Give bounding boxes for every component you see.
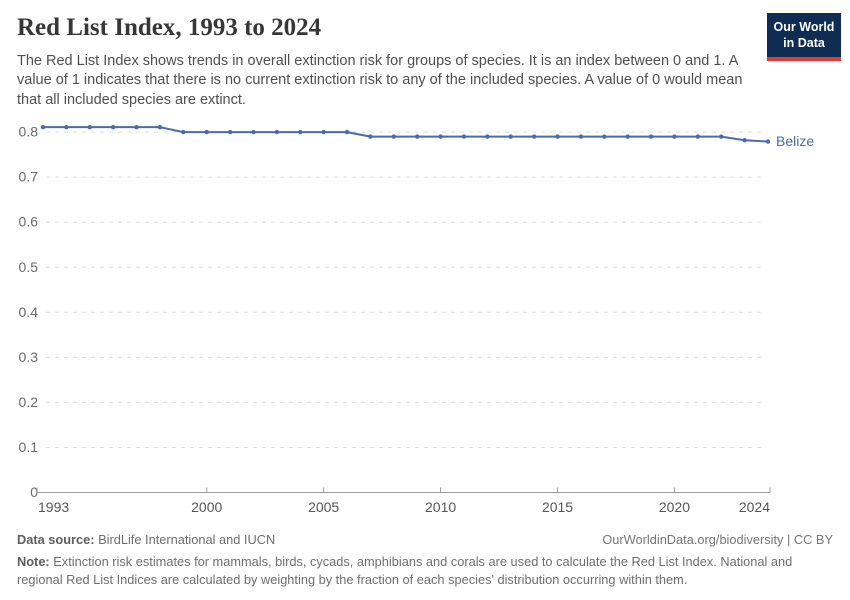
data-point — [157, 124, 163, 130]
data-point — [40, 124, 46, 130]
data-point — [719, 134, 724, 139]
data-point — [251, 129, 256, 135]
data-point — [625, 134, 630, 139]
data-point — [672, 134, 677, 139]
data-point — [555, 134, 560, 139]
owid-logo[interactable]: Our World in Data — [767, 13, 841, 61]
data-point — [765, 139, 771, 144]
y-axis-tick-label: 0.2 — [19, 394, 39, 410]
data-point — [578, 134, 584, 139]
x-axis-tick-label: 1993 — [38, 499, 69, 515]
y-axis-tick-label: 0 — [30, 484, 38, 500]
owid-logo-line1: Our World — [773, 20, 835, 34]
data-point — [274, 129, 280, 135]
y-axis-tick-label: 0.5 — [19, 259, 39, 275]
data-point — [461, 134, 467, 139]
data-point — [742, 138, 747, 143]
data-point — [438, 134, 443, 139]
data-point — [298, 129, 303, 135]
chart-note-label: Note: — [17, 554, 50, 569]
x-axis-tick-label: 2000 — [191, 499, 222, 515]
data-point — [227, 129, 233, 135]
data-point — [485, 134, 490, 139]
data-point — [508, 134, 513, 139]
data-source: Data source: BirdLife International and … — [17, 532, 275, 547]
data-point — [648, 134, 654, 139]
data-point — [368, 134, 373, 139]
data-point — [87, 124, 92, 130]
data-point — [391, 134, 397, 139]
data-point — [344, 129, 350, 135]
chart-note-text: Extinction risk estimates for mammals, b… — [17, 554, 793, 588]
attribution-link[interactable]: OurWorldinData.org/biodiversity | CC BY — [602, 532, 833, 547]
owid-logo-line2: in Data — [783, 36, 825, 51]
data-point — [531, 134, 537, 139]
x-axis-tick-label: 2024 — [739, 499, 770, 515]
chart-note: Note: Extinction risk estimates for mamm… — [17, 553, 809, 589]
series-line — [42, 126, 769, 143]
data-point — [321, 129, 326, 135]
data-source-label: Data source: — [17, 532, 95, 547]
x-axis-tick-label: 2020 — [659, 499, 690, 515]
chart-footer: Data source: BirdLife International and … — [17, 532, 833, 589]
data-point — [64, 124, 69, 130]
data-point — [110, 124, 116, 130]
plot-area[interactable] — [43, 120, 768, 493]
data-point — [414, 134, 420, 139]
y-axis-tick-label: 0.4 — [19, 304, 39, 320]
y-axis-tick-label: 0.8 — [19, 124, 39, 140]
x-axis-tick-label: 2015 — [542, 499, 573, 515]
y-axis-tick-label: 0.7 — [19, 169, 39, 185]
x-axis-tick-label: 2005 — [308, 499, 339, 515]
y-axis-tick-label: 0.6 — [19, 214, 39, 230]
y-axis-tick-label: 0.3 — [19, 349, 39, 365]
page-title: Red List Index, 1993 to 2024 — [17, 14, 322, 41]
x-axis-tick-label: 2010 — [425, 499, 456, 515]
data-point — [204, 129, 209, 135]
data-point — [695, 134, 701, 139]
chart-subtitle: The Red List Index shows trends in overa… — [17, 53, 743, 108]
y-axis-tick-label: 0.1 — [19, 439, 39, 455]
series-label[interactable]: Belize — [776, 133, 814, 149]
data-point — [602, 134, 607, 139]
data-source-text: BirdLife International and IUCN — [94, 532, 276, 547]
data-point — [134, 124, 139, 130]
data-point — [181, 129, 186, 135]
